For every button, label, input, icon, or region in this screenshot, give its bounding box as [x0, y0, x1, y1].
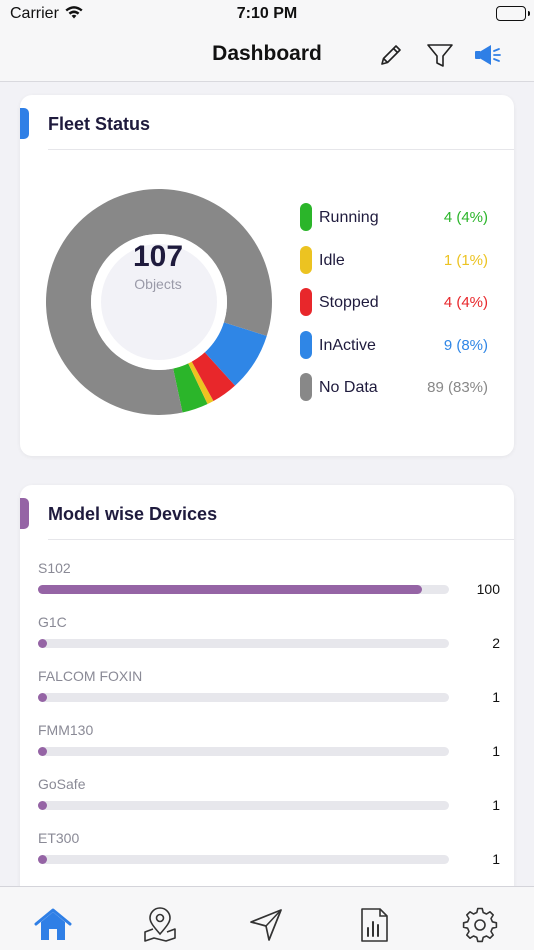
donut-slice-inactive[interactable] — [204, 322, 267, 386]
model-name: FALCOM FOXIN — [38, 668, 143, 684]
model-wise-devices-card: Model wise Devices S102 100 G1C 2 FALCOM FOX… — [20, 485, 514, 905]
donut-slice-running[interactable] — [173, 363, 208, 413]
wifi-icon — [64, 4, 84, 25]
megaphone-icon[interactable] — [473, 40, 503, 70]
model-name: ET300 — [38, 830, 80, 846]
model-count: 1 — [492, 797, 500, 813]
card-header: Model wise Devices — [20, 485, 514, 540]
model-name: GoSafe — [38, 776, 86, 792]
model-row[interactable]: S102 100 — [38, 560, 500, 614]
donut-center: 107 Objects — [90, 240, 226, 292]
legend-value: 4 (4%) — [443, 294, 488, 311]
pencil-icon[interactable] — [376, 40, 406, 70]
legend-item-running[interactable]: Running 4 (4%) — [300, 201, 500, 244]
divider — [48, 539, 514, 540]
navigation-bar: Dashboard — [0, 30, 534, 82]
legend-item-inactive[interactable]: InActive 9 (8%) — [300, 329, 500, 372]
model-count: 1 — [492, 689, 500, 705]
model-progress-track — [38, 639, 449, 648]
legend-swatch — [300, 373, 312, 401]
model-count: 100 — [476, 581, 500, 597]
model-progress-bar — [38, 639, 47, 648]
page-title: Dashboard — [212, 42, 322, 65]
tab-reports[interactable] — [354, 907, 394, 945]
legend-label: Idle — [319, 251, 345, 269]
model-name: G1C — [38, 614, 67, 630]
total-objects-count: 107 — [132, 240, 184, 273]
card-accent — [20, 108, 29, 139]
donut-slice-idle[interactable] — [188, 361, 214, 405]
model-name: FMM130 — [38, 722, 94, 738]
model-count: 2 — [492, 635, 500, 651]
legend-label: InActive — [319, 336, 376, 354]
total-objects-label: Objects — [134, 276, 182, 292]
legend-label: No Data — [319, 379, 378, 396]
carrier-label: Carrier — [10, 5, 59, 22]
model-progress-track — [38, 693, 449, 702]
model-progress-bar — [38, 693, 47, 702]
tab-map[interactable] — [140, 907, 180, 945]
model-progress-bar — [38, 585, 423, 594]
battery-icon — [496, 6, 530, 21]
navigation-arrow-icon — [250, 909, 282, 941]
model-progress-bar — [38, 747, 47, 756]
card-accent — [20, 498, 29, 529]
model-progress-track — [38, 747, 449, 756]
tab-home[interactable] — [33, 907, 73, 945]
model-row[interactable]: FMM130 1 — [38, 722, 500, 776]
report-icon — [361, 908, 388, 942]
card-title: Fleet Status — [48, 114, 151, 134]
legend-swatch — [300, 245, 312, 274]
legend-item-idle[interactable]: Idle 1 (1%) — [300, 244, 500, 287]
tab-navigation[interactable] — [247, 907, 287, 945]
model-list: S102 100 G1C 2 FALCOM FOXIN 1 FMM130 1 GoSafe 1 ET… — [38, 560, 500, 905]
legend-swatch — [300, 288, 312, 316]
legend-item-no-data[interactable]: No Data 89 (83%) — [300, 371, 500, 414]
settings-icon — [462, 907, 498, 943]
legend-swatch — [300, 330, 312, 359]
model-row[interactable]: ET300 1 — [38, 830, 500, 884]
legend-item-stopped[interactable]: Stopped 4 (4%) — [300, 286, 500, 329]
tab-settings[interactable] — [460, 907, 500, 945]
model-name: S102 — [38, 560, 71, 576]
fleet-status-card: Fleet Status 107 Objects Running 4 (4%) Id… — [20, 95, 514, 456]
status-bar: Carrier 7:10 PM — [0, 0, 534, 30]
filter-icon[interactable] — [425, 40, 455, 70]
donut-inner-disc — [101, 244, 217, 360]
card-header: Fleet Status — [20, 95, 514, 150]
legend-value: 9 (8%) — [443, 336, 488, 354]
model-row[interactable]: GoSafe 1 — [38, 776, 500, 830]
model-progress-track — [38, 801, 449, 810]
legend-label: Stopped — [319, 294, 379, 311]
donut-slice-stopped[interactable] — [191, 352, 236, 402]
legend-value: 89 (83%) — [427, 379, 488, 396]
legend-swatch — [300, 203, 312, 231]
model-row[interactable]: FALCOM FOXIN 1 — [38, 668, 500, 722]
tab-bar — [0, 886, 534, 950]
model-progress-bar — [38, 855, 47, 864]
model-row[interactable]: G1C 2 — [38, 614, 500, 668]
model-progress-track — [38, 585, 449, 594]
card-title: Model wise Devices — [48, 504, 218, 524]
legend-value: 1 (1%) — [443, 251, 488, 269]
map-pin-icon — [144, 907, 176, 942]
model-progress-bar — [38, 801, 47, 810]
divider — [48, 149, 514, 150]
donut-slice-no-data[interactable] — [46, 189, 272, 415]
model-count: 1 — [492, 851, 500, 867]
fleet-legend: Running 4 (4%) Idle 1 (1%) Stopped 4 (4%) InAc… — [300, 201, 500, 414]
model-count: 1 — [492, 743, 500, 759]
home-icon — [34, 908, 72, 940]
fleet-donut-chart[interactable] — [44, 187, 274, 417]
legend-label: Running — [319, 209, 379, 226]
legend-value: 4 (4%) — [443, 209, 488, 226]
model-progress-track — [38, 855, 449, 864]
clock: 7:10 PM — [236, 5, 298, 22]
